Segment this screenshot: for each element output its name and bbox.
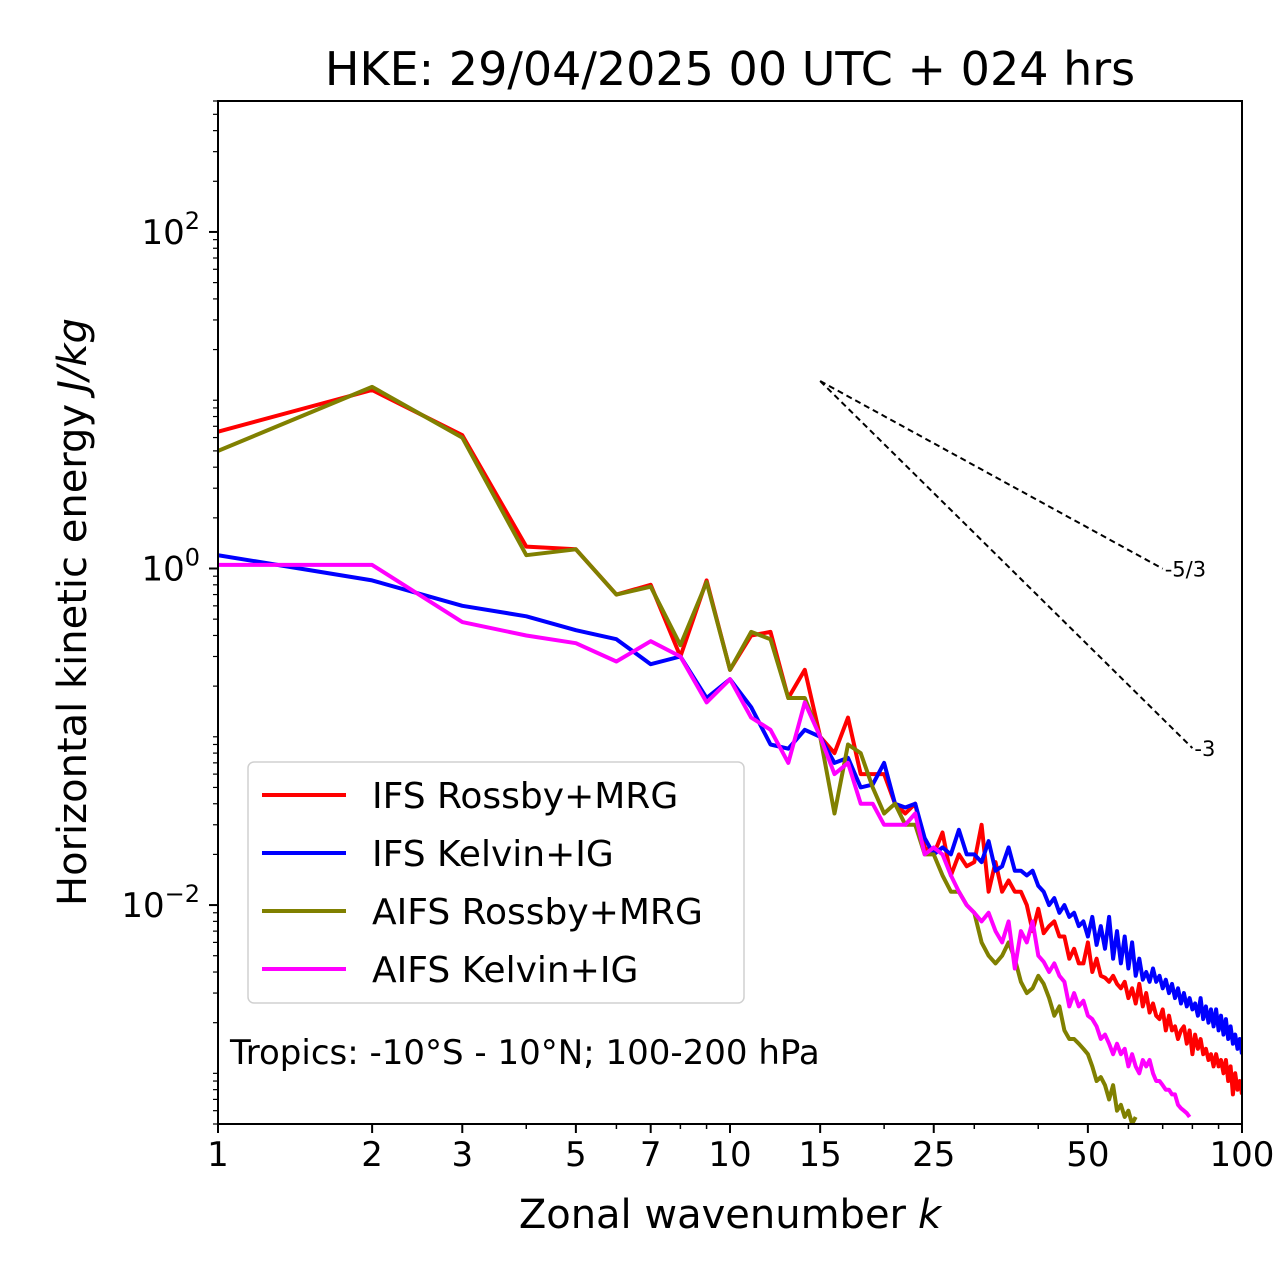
y-tick-label: 100 <box>141 544 200 590</box>
x-tick-label: 5 <box>565 1135 587 1175</box>
x-axis-label-text: Zonal wavenumber <box>519 1192 907 1238</box>
x-tick-label: 100 <box>1210 1135 1275 1175</box>
x-tick-label: 25 <box>912 1135 955 1175</box>
legend-label: AIFS Rossby+MRG <box>372 892 703 933</box>
x-tick-label: 3 <box>451 1135 473 1175</box>
reference-line-label: -5/3 <box>1165 558 1206 582</box>
reference-line <box>819 380 1194 749</box>
plot-frame <box>217 100 1243 1125</box>
legend-label: AIFS Kelvin+IG <box>372 950 638 991</box>
x-tick-label: 10 <box>708 1135 751 1175</box>
legend-label: IFS Rossby+MRG <box>372 776 678 817</box>
x-tick-label: 7 <box>640 1135 662 1175</box>
series-line-4 <box>218 562 1192 1119</box>
legend-label: IFS Kelvin+IG <box>372 834 614 875</box>
x-axis-label: Zonal wavenumber k <box>519 1192 943 1238</box>
y-axis-label-text: Horizontal kinetic energy <box>50 404 96 906</box>
x-tick-label: 50 <box>1066 1135 1109 1175</box>
y-axis-unit: J/kg <box>50 318 96 399</box>
chart-title: HKE: 29/04/2025 00 UTC + 024 hrs <box>325 42 1135 96</box>
tick-layer: 1 2 3 5 7 10 15 25 50 100 10−2 100 102 <box>121 100 1275 1175</box>
legend: IFS Rossby+MRG IFS Kelvin+IG AIFS Rossby+M… <box>247 761 745 1004</box>
y-axis-label: Horizontal kinetic energy J/kg <box>50 318 96 906</box>
y-tick-label: 10−2 <box>121 880 200 926</box>
x-tick-label: 1 <box>207 1135 229 1175</box>
legend-box <box>247 761 745 1004</box>
series-layer <box>218 384 1242 1124</box>
x-tick-label: 15 <box>799 1135 842 1175</box>
reference-line-layer <box>819 380 1194 749</box>
y-tick-label: 102 <box>141 207 200 253</box>
series-line-3 <box>218 384 1138 1124</box>
series-line-1 <box>218 388 1242 1097</box>
x-tick-label: 2 <box>361 1135 383 1175</box>
x-axis-variable: k <box>918 1192 943 1238</box>
reference-line <box>819 380 1164 570</box>
reference-label-layer: -5/3 -3 <box>1165 558 1216 761</box>
region-annotation: Tropics: -10°S - 10°N; 100-200 hPa <box>229 1033 820 1073</box>
series-line-2 <box>218 553 1242 1055</box>
reference-line-label: -3 <box>1194 737 1215 761</box>
